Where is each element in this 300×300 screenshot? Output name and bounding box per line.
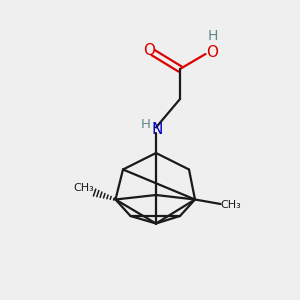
Text: O: O	[206, 45, 218, 60]
Text: H: H	[208, 29, 218, 43]
Text: CH₃: CH₃	[74, 183, 94, 193]
Text: CH₃: CH₃	[220, 200, 242, 211]
Text: N: N	[152, 122, 163, 136]
Text: H: H	[141, 118, 150, 131]
Text: O: O	[143, 43, 155, 58]
